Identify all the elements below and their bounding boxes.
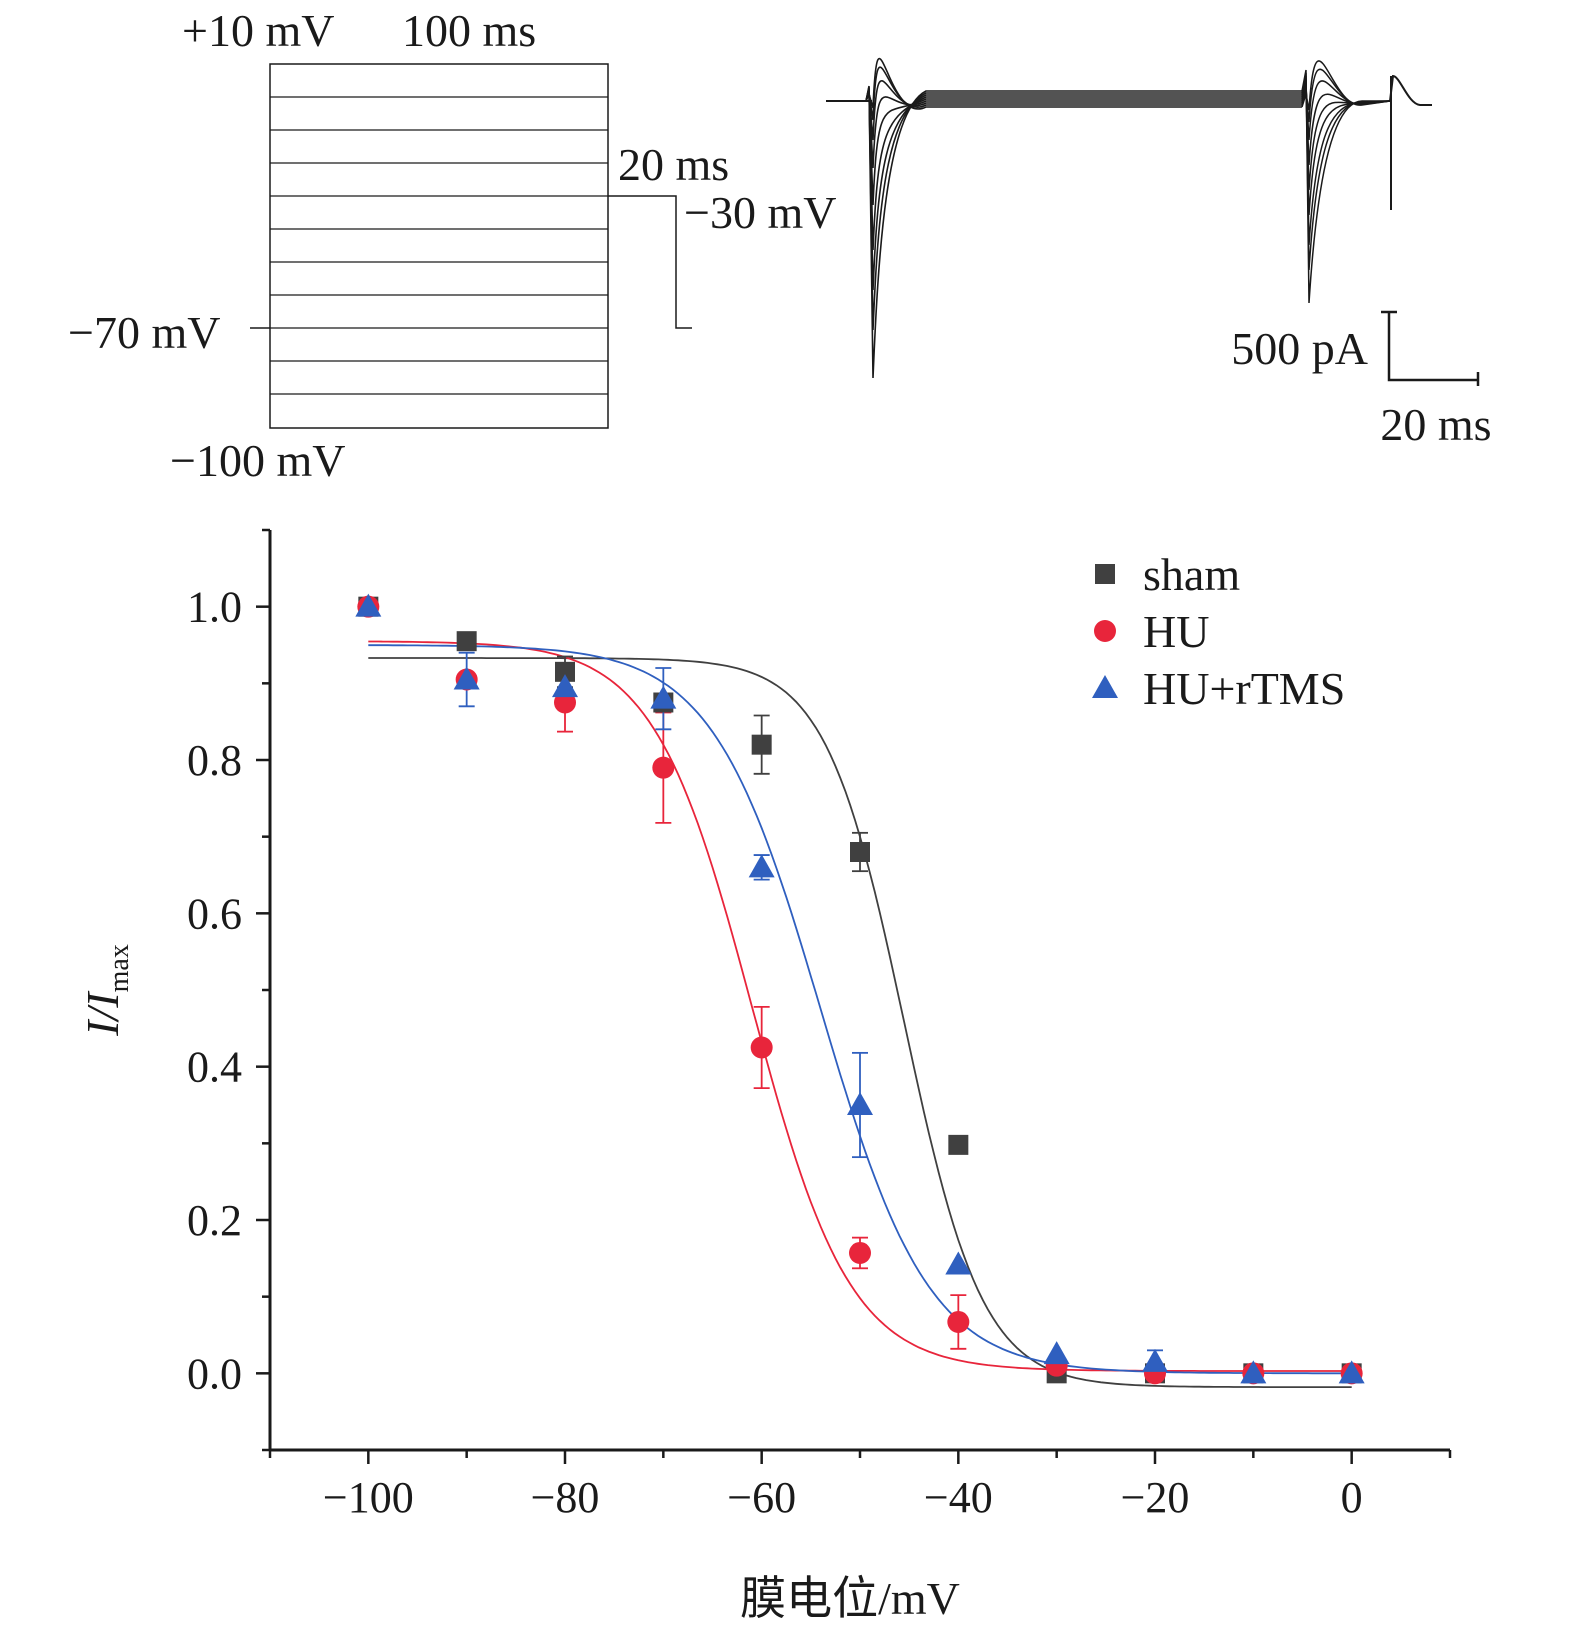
data-point-hu-rtms: [1338, 1360, 1365, 1384]
data-point-hu-rtms: [650, 685, 677, 709]
y-axis-title-main: I/I: [77, 990, 128, 1037]
protocol-test-voltage: −30 mV: [684, 187, 836, 238]
data-point-hu-rtms: [1240, 1360, 1267, 1384]
x-tick-label: −40: [924, 1473, 993, 1522]
data-point-hu-rtms: [847, 1092, 873, 1115]
current-trace: [865, 80, 1302, 141]
data-point-hu-rtms: [748, 854, 775, 878]
data-point-sham: [555, 661, 575, 682]
legend-label-hu-rtms: HU+rTMS: [1143, 663, 1345, 714]
current-traces: [826, 58, 1432, 379]
data-point-hu: [947, 1310, 970, 1333]
data-point-sham: [456, 631, 477, 652]
data-point-hu-rtms: [453, 666, 480, 690]
y-tick-label: 0.4: [187, 1043, 242, 1092]
fit-curve-sham: [368, 657, 1352, 1388]
y-tick-label: 0.0: [187, 1349, 242, 1398]
protocol-hold-voltage: −70 mV: [68, 307, 220, 358]
data-point-hu-rtms: [1043, 1341, 1070, 1365]
voltage-protocol: [250, 63, 692, 429]
y-tick-label: 1.0: [187, 583, 242, 632]
protocol-bottom-voltage: −100 mV: [170, 435, 345, 486]
protocol-top-voltage: +10 mV: [182, 5, 334, 56]
protocol-long-duration: 100 ms: [402, 5, 536, 56]
protocol-step-lines: [270, 96, 608, 395]
inactivation-chart: −100 −80 −60 −40 −20 0 0.0 0.2 0.4 0.6 0.8 1.0 sham…: [187, 528, 1452, 1522]
error-bars: [458, 651, 1163, 1375]
fit-curve-hu: [368, 640, 1352, 1372]
x-tick-label: −20: [1121, 1473, 1190, 1522]
x-tick-label: −60: [727, 1473, 796, 1522]
data-point-sham: [850, 842, 870, 862]
legend-marker-sham: [1095, 564, 1115, 584]
chart-axes: [256, 528, 1452, 1464]
x-tick-label: −80: [531, 1473, 600, 1522]
return-transient: [1389, 74, 1432, 106]
data-point-hu-rtms: [1142, 1348, 1168, 1372]
data-point-sham: [948, 1134, 969, 1155]
protocol-short-duration: 20 ms: [618, 139, 729, 190]
y-tick-label: 0.2: [187, 1196, 242, 1245]
scale-time-label: 20 ms: [1380, 399, 1491, 450]
data-point-sham: [751, 734, 772, 755]
data-point-hu: [750, 1036, 773, 1059]
current-trace: [865, 86, 1302, 331]
current-trace: [865, 87, 1302, 291]
scale-current-label: 500 pA: [1231, 323, 1368, 374]
protocol-step-box: [269, 63, 609, 429]
protocol-test-pulse: [608, 195, 692, 329]
tick-labels: −100 −80 −60 −40 −20 0 0.0 0.2 0.4 0.6 0.8 1.0: [187, 583, 1363, 1522]
current-trace: [865, 58, 1302, 110]
data-point-hu-rtms: [552, 674, 578, 698]
data-point-hu: [652, 756, 675, 779]
x-tick-label: −100: [323, 1473, 414, 1522]
x-axis-title: 膜电位/mV: [740, 1573, 960, 1624]
legend-marker-hu-rtms: [1092, 675, 1118, 698]
current-trace: [865, 89, 1302, 206]
legend-label-hu: HU: [1143, 606, 1209, 657]
x-tick-label: 0: [1341, 1473, 1363, 1522]
legend-marker-hu: [1094, 620, 1116, 642]
y-axis-title-sub: max: [104, 944, 135, 992]
current-trace: [865, 88, 1302, 251]
scale-bar: [1381, 310, 1480, 386]
fit-curves: [368, 640, 1352, 1388]
data-point-hu-rtms: [355, 593, 382, 617]
legend: sham HU HU+rTMS: [1092, 549, 1345, 714]
y-tick-label: 0.8: [187, 736, 242, 785]
data-point-hu: [849, 1241, 871, 1264]
y-tick-label: 0.6: [187, 889, 242, 938]
data-point-hu-rtms: [945, 1251, 972, 1275]
legend-label-sham: sham: [1143, 549, 1240, 600]
data-points: [355, 593, 1365, 1385]
current-trace: [865, 90, 1302, 169]
y-axis-title: I/Imax: [77, 944, 135, 1037]
tail-current-trace: [1301, 60, 1391, 111]
